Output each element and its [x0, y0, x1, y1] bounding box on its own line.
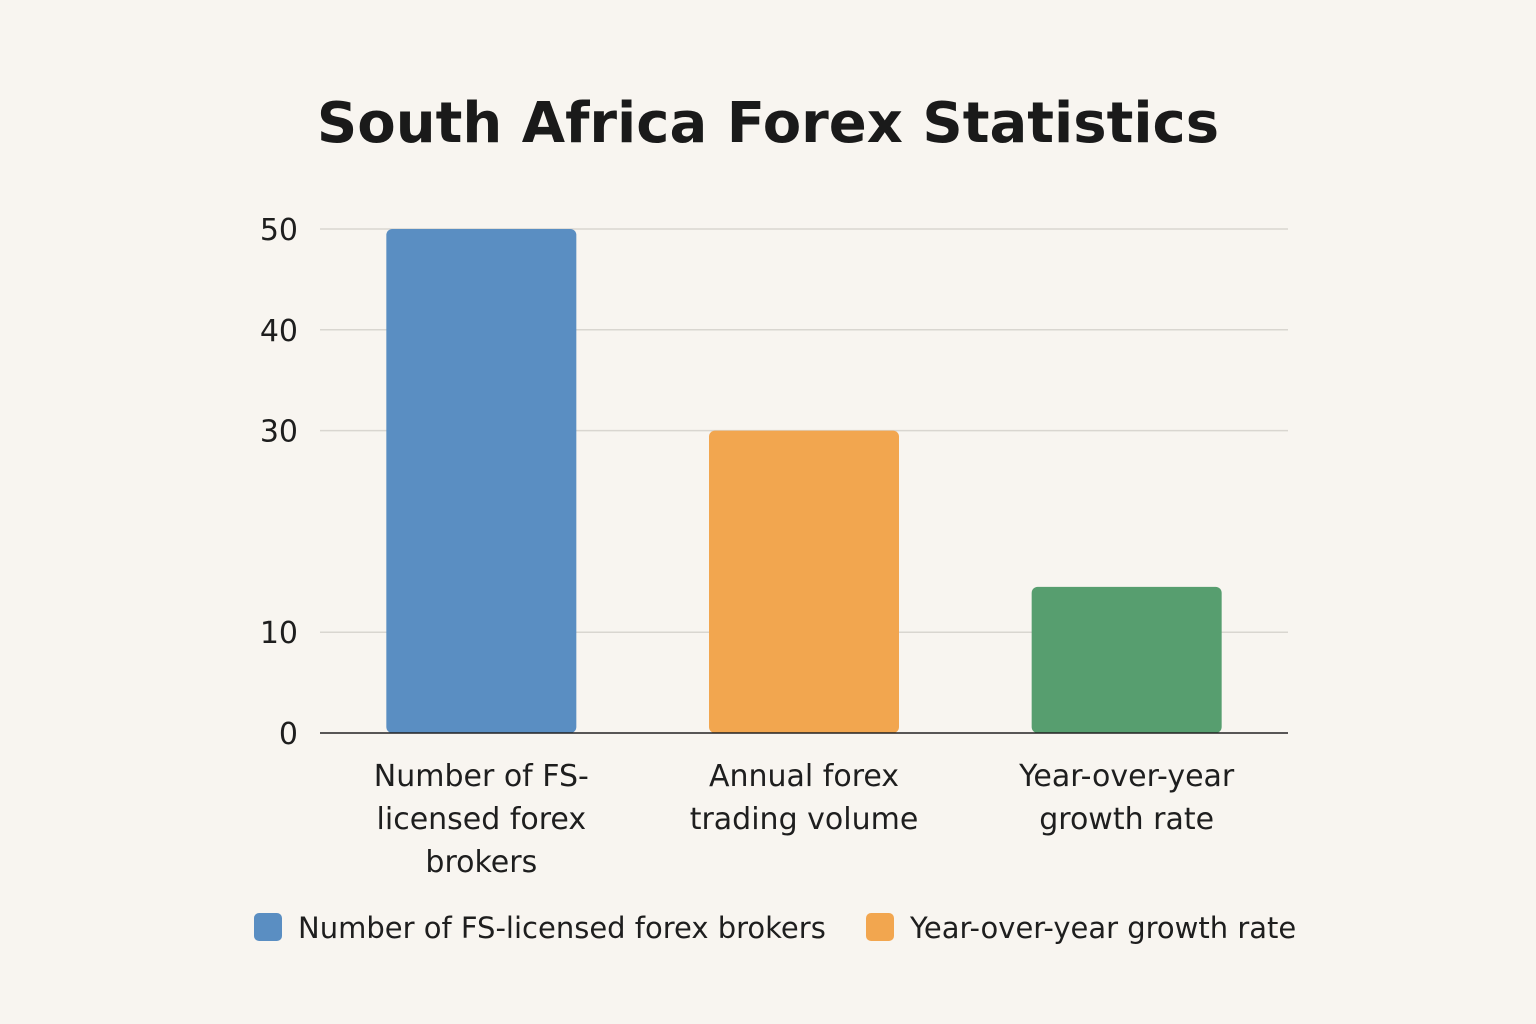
- y-tick-label: 50: [260, 213, 298, 248]
- legend-label: Number of FS-licensed forex brokers: [298, 911, 826, 945]
- legend-swatch: [866, 913, 894, 941]
- y-axis-ticks: 0 10 30 40 50: [260, 213, 298, 752]
- chart-title: South Africa Forex Statistics: [317, 91, 1219, 156]
- x-axis-category-labels: Number of FS-licensed forex brokers Annual…: [374, 759, 1235, 880]
- y-tick-label: 0: [279, 717, 298, 752]
- x-category-label: Number of FS-licensed forex brokers: [374, 759, 589, 880]
- legend-label: Year-over-year growth rate: [909, 911, 1296, 945]
- x-category-label: Annual forex trading volume: [690, 759, 919, 837]
- legend-swatch: [254, 913, 282, 941]
- y-tick-label: 10: [260, 616, 298, 651]
- y-tick-label: 30: [260, 415, 298, 450]
- x-category-label: Year-over-year growth rate: [1018, 759, 1235, 837]
- bar: [386, 229, 577, 733]
- bar: [709, 430, 899, 733]
- y-tick-label: 40: [260, 314, 298, 349]
- bars: [386, 229, 1222, 733]
- bar: [1031, 586, 1222, 733]
- legend: Number of FS-licensed forex brokers Year-…: [254, 911, 1296, 945]
